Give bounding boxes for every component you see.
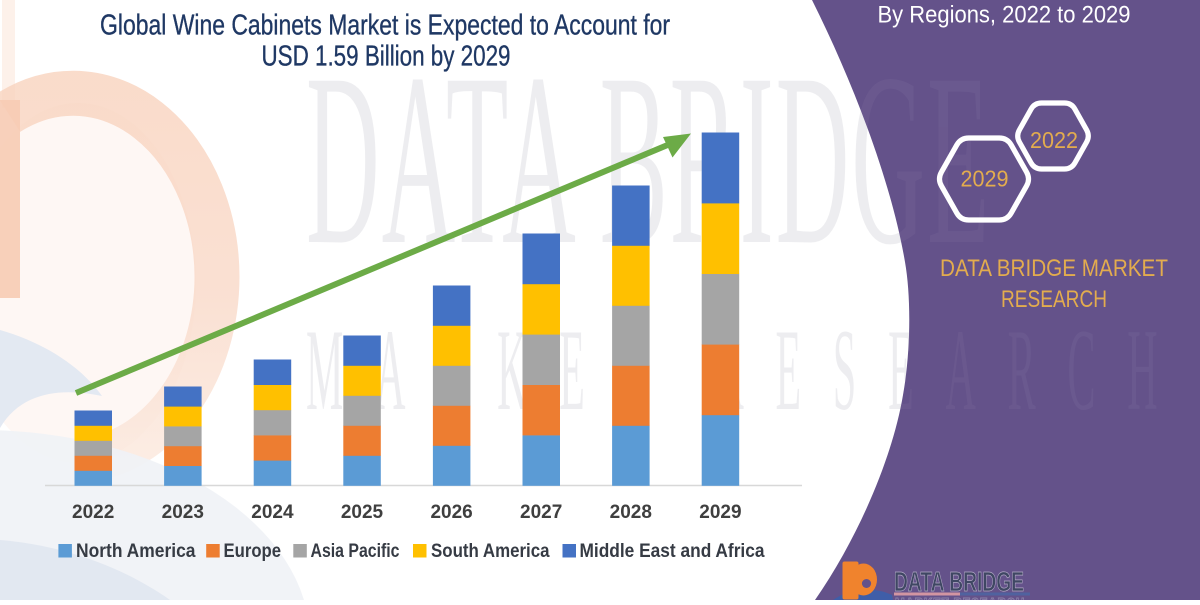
- svg-text:2027: 2027: [520, 502, 562, 523]
- svg-text:South America: South America: [431, 541, 550, 562]
- svg-text:Europe: Europe: [224, 541, 282, 562]
- svg-text:2023: 2023: [162, 502, 204, 523]
- svg-text:MARKET RESEARCH: MARKET RESEARCH: [895, 596, 1025, 600]
- svg-text:2028: 2028: [610, 502, 652, 523]
- svg-text:USD 1.59 Billion by 2029: USD 1.59 Billion by 2029: [262, 41, 511, 73]
- svg-text:RESEARCH: RESEARCH: [1001, 286, 1107, 313]
- svg-text:2025: 2025: [341, 502, 384, 523]
- svg-text:By Regions, 2022 to 2029: By Regions, 2022 to 2029: [878, 2, 1131, 29]
- svg-text:2024: 2024: [251, 502, 294, 523]
- svg-text:DATA BRIDGE MARKET: DATA BRIDGE MARKET: [940, 255, 1168, 282]
- svg-text:Middle East and Africa: Middle East and Africa: [580, 541, 765, 562]
- svg-text:2022: 2022: [1030, 127, 1078, 153]
- svg-text:2026: 2026: [430, 502, 472, 523]
- svg-text:North America: North America: [76, 541, 196, 562]
- svg-text:2029: 2029: [961, 166, 1009, 192]
- svg-text:2029: 2029: [699, 502, 741, 523]
- svg-text:DATA BRIDGE: DATA BRIDGE: [894, 566, 1024, 597]
- svg-text:2022: 2022: [72, 502, 114, 523]
- svg-text:Asia Pacific: Asia Pacific: [311, 541, 400, 562]
- svg-text:Global Wine Cabinets Market is: Global Wine Cabinets Market is Expected …: [100, 10, 670, 42]
